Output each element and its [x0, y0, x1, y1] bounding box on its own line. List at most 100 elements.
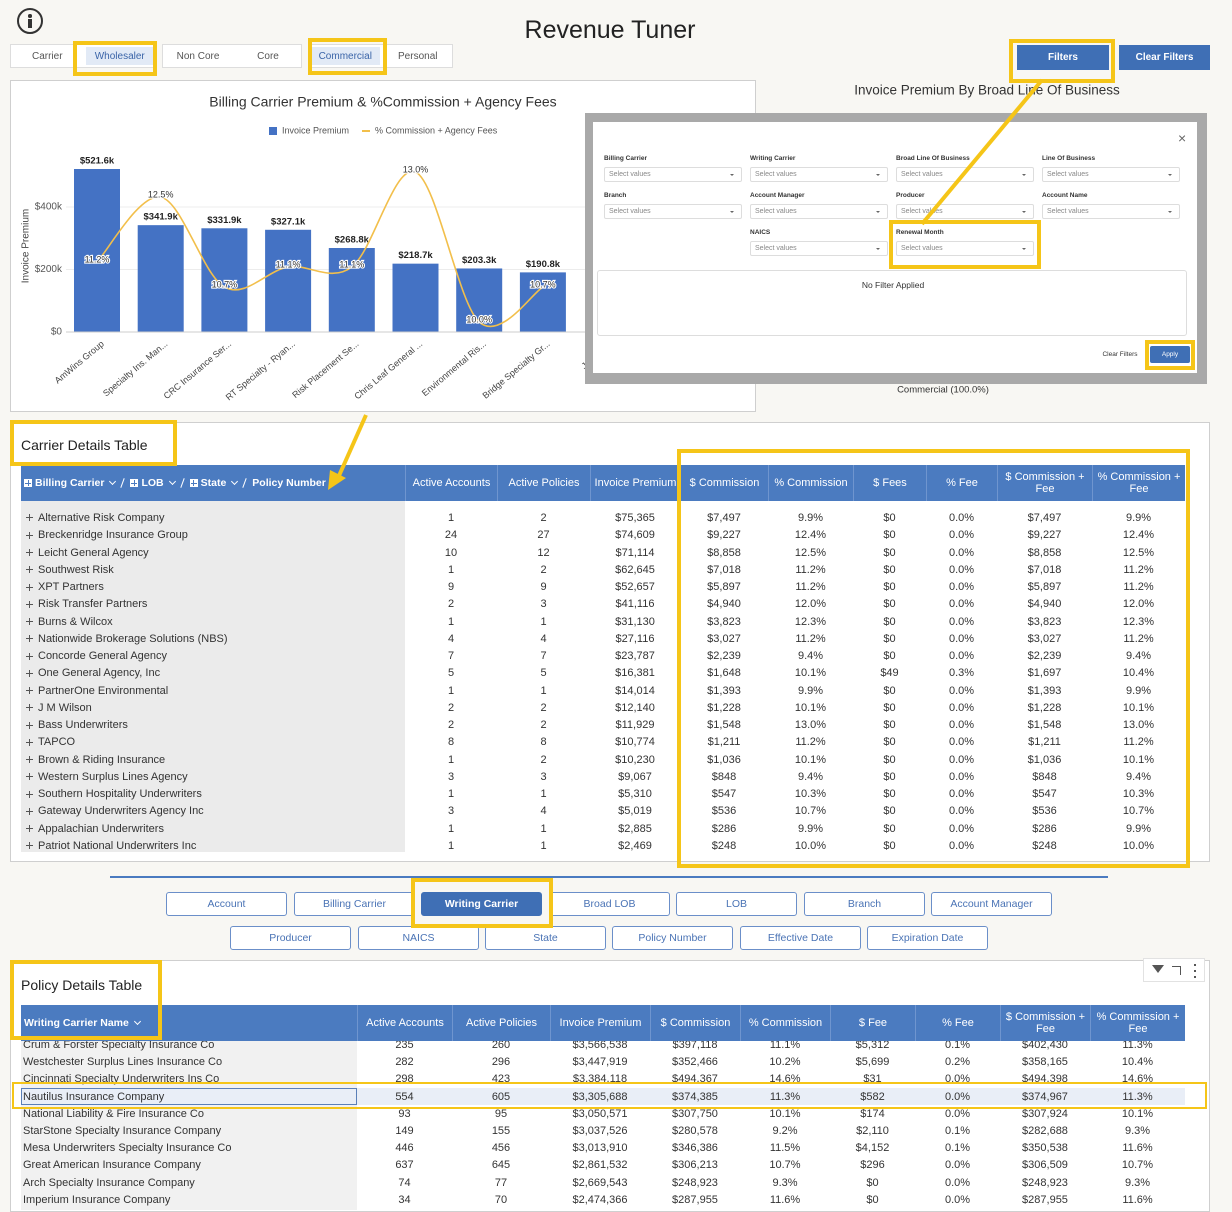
bar — [74, 169, 120, 332]
y-axis-title: Invoice Premium — [21, 209, 32, 283]
bar-value-label: $218.7k — [398, 250, 433, 261]
field-label: Account Name — [1042, 192, 1088, 199]
bar — [392, 263, 439, 332]
info-icon[interactable] — [17, 8, 43, 34]
expand-icon — [1172, 966, 1181, 975]
toggle-option[interactable]: Core — [257, 50, 279, 62]
x-tick-label: Chris Leaf General ... — [352, 339, 424, 402]
tab-button[interactable]: Billing Carrier — [294, 892, 415, 916]
bar-value-label: $341.9k — [144, 212, 179, 223]
line-value-label: 10.7% — [212, 279, 238, 289]
x-tick-label: Environmental Ris... — [420, 339, 488, 398]
line-value-label: 10.7% — [530, 279, 556, 289]
field-label: NAICS — [750, 229, 771, 236]
clear-filters-button[interactable]: Clear Filters — [1119, 45, 1210, 70]
field-select[interactable]: Select values — [750, 241, 888, 256]
field-label: Billing Carrier — [604, 155, 647, 162]
field-select[interactable]: Select values — [896, 167, 1034, 182]
x-tick-label: Specialty Ins. Man... — [101, 339, 170, 399]
tab-button[interactable]: Branch — [804, 892, 925, 916]
field-select[interactable]: Select values — [896, 204, 1034, 219]
toggle-option[interactable]: Personal — [398, 50, 438, 62]
tabs-divider — [110, 876, 1108, 878]
field-select[interactable]: Select values — [896, 241, 1034, 256]
x-tick-label: Bridge Specialty Gr... — [481, 339, 552, 401]
legend-swatch — [269, 127, 277, 135]
x-tick-label: AmWins Group — [53, 339, 106, 386]
chart-title: Billing Carrier Premium & %Commission + … — [209, 94, 556, 110]
carrier-table-panel — [10, 422, 1210, 862]
field-select[interactable]: Select values — [604, 204, 742, 219]
bar-value-label: $327.1k — [271, 216, 306, 227]
tab-button[interactable]: LOB — [676, 892, 797, 916]
field-label: Producer — [896, 192, 925, 199]
toggle-option[interactable]: Wholesaler — [85, 47, 154, 65]
bar-value-label: $190.8k — [526, 259, 561, 270]
line-series — [96, 170, 544, 328]
toggle-option[interactable]: Commercial — [311, 47, 380, 65]
bar — [265, 229, 312, 332]
policy-table-panel — [10, 960, 1210, 1212]
page-title: Revenue Tuner — [524, 16, 696, 44]
visual-toolbar[interactable] — [1143, 958, 1205, 982]
field-select[interactable]: Select values — [1042, 167, 1180, 182]
bar-value-label: $521.6k — [80, 156, 115, 167]
line-value-label: 13.0% — [403, 164, 429, 174]
tab-button[interactable]: NAICS — [358, 926, 479, 950]
line-value-label: 10.0% — [466, 314, 492, 324]
tab-button[interactable]: Account Manager — [931, 892, 1052, 916]
y-tick-label: $400k — [35, 202, 63, 213]
tab-button[interactable]: Effective Date — [740, 926, 861, 950]
field-select[interactable]: Select values — [1042, 204, 1180, 219]
field-select[interactable]: Select values — [604, 167, 742, 182]
field-select[interactable]: Select values — [750, 204, 888, 219]
tab-button[interactable]: Writing Carrier — [421, 892, 542, 916]
more-icon — [1194, 964, 1196, 978]
toggle-group: Commercial Personal — [308, 44, 453, 68]
tab-button[interactable]: Policy Number — [612, 926, 733, 950]
tab-button[interactable]: Broad LOB — [549, 892, 670, 916]
x-tick-label: Risk Placement Se... — [290, 339, 360, 400]
dialog-clear-button[interactable]: Clear Filters — [1102, 351, 1138, 358]
bar — [201, 228, 248, 332]
pie-label: Commercial (100.0%) — [897, 385, 989, 396]
field-label: Branch — [604, 192, 627, 199]
toggle-group: Non Core Core — [162, 44, 302, 68]
x-tick-label: CRC Insurance Ser... — [162, 339, 234, 401]
status-box: No Filter Applied — [597, 270, 1187, 336]
bar-value-label: $268.8k — [335, 235, 370, 246]
field-label: Line Of Business — [1042, 155, 1096, 162]
toggle-option[interactable]: Non Core — [176, 50, 220, 62]
bar — [328, 248, 375, 332]
legend-label: Invoice Premium — [282, 125, 349, 135]
tab-button[interactable]: State — [485, 926, 606, 950]
filter-dialog-frame: × Billing Carrier Select values Writing Car… — [585, 113, 1207, 384]
tab-button[interactable]: Producer — [230, 926, 351, 950]
tab-button[interactable]: Expiration Date — [867, 926, 988, 950]
info-dot — [28, 14, 32, 18]
status-text: No Filter Applied — [861, 280, 925, 290]
filter-icon — [1152, 965, 1164, 973]
y-tick-label: $200k — [35, 264, 63, 275]
line-value-label: 11.1% — [276, 259, 301, 269]
field-label: Broad Line Of Business — [896, 155, 970, 162]
x-tick-label: RT Specialty - Ryan... — [224, 339, 297, 403]
apply-button[interactable]: Apply — [1150, 346, 1190, 363]
close-button[interactable]: × — [1178, 130, 1187, 146]
line-value-label: 11.1% — [339, 259, 364, 269]
toggle-option[interactable]: Carrier — [31, 50, 63, 62]
field-select[interactable]: Select values — [750, 167, 888, 182]
legend-label: % Commission + Agency Fees — [375, 125, 498, 135]
bar-value-label: $203.3k — [462, 255, 497, 266]
line-value-label: 11.2% — [85, 254, 110, 264]
field-label: Writing Carrier — [750, 155, 796, 162]
filters-button[interactable]: Filters — [1017, 45, 1109, 70]
chart-title: Invoice Premium By Broad Line Of Busines… — [854, 83, 1120, 98]
bar — [137, 225, 184, 332]
y-tick-label: $0 — [51, 327, 63, 338]
field-label: Renewal Month — [896, 229, 944, 236]
tab-button[interactable]: Account — [166, 892, 287, 916]
info-stem — [28, 19, 32, 28]
filter-dialog: × Billing Carrier Select values Writing Car… — [593, 122, 1197, 373]
